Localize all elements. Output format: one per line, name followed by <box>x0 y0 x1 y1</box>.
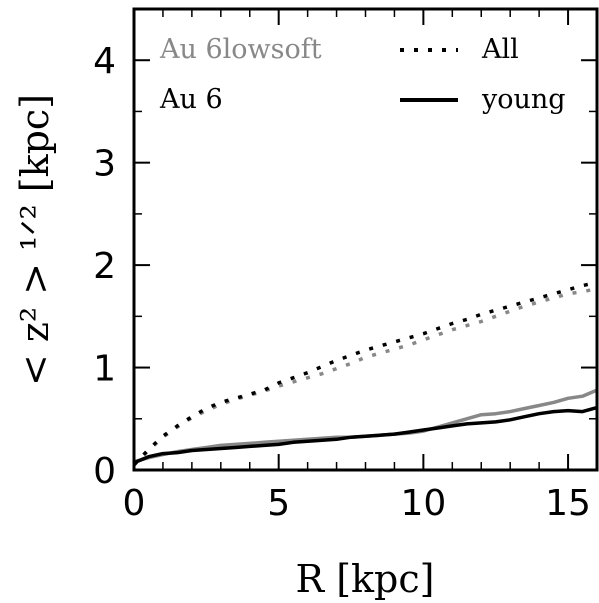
y-tick-label: 3 <box>93 144 116 185</box>
series-line-au6-all <box>134 280 597 467</box>
legend-run-label-0: Au 6lowsoft <box>159 34 322 65</box>
y-tick-label: 1 <box>93 349 116 390</box>
x-tick-label: 0 <box>123 483 146 524</box>
x-tick-label: 15 <box>545 483 591 524</box>
y-tick-label: 4 <box>93 41 116 82</box>
legend: Au 6lowsoft Au 6 All young <box>159 34 566 115</box>
y-tick-label: 0 <box>93 451 116 492</box>
legend-style-label-1: young <box>481 84 566 115</box>
x-tick-label: 5 <box>267 483 290 524</box>
y-axis-title: < z² > ¹ᐟ² [kpc] <box>13 94 57 386</box>
plot-area <box>134 280 597 467</box>
plot-frame <box>132 7 599 472</box>
series-line-au6-young <box>134 405 597 465</box>
series-line-au6lowsoft-all <box>134 286 597 467</box>
x-axis-title: R [kpc] <box>296 557 435 601</box>
y-tick-label: 2 <box>93 246 116 287</box>
axes: 0 5 10 15 0 1 2 3 4 <box>93 7 599 524</box>
x-tick-label: 10 <box>400 483 446 524</box>
legend-run-label-1: Au 6 <box>159 84 223 115</box>
legend-style-label-0: All <box>481 34 519 65</box>
